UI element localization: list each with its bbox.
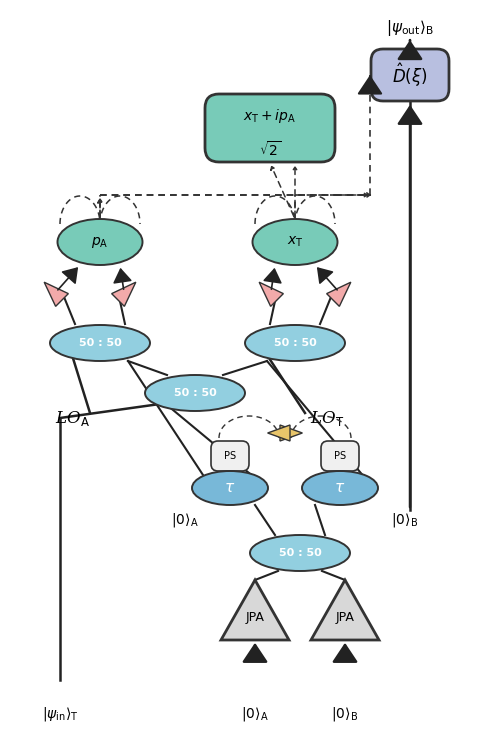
Text: $|0\rangle_{\rm A}$: $|0\rangle_{\rm A}$ bbox=[171, 511, 199, 529]
Polygon shape bbox=[112, 282, 136, 306]
Text: 50 : 50: 50 : 50 bbox=[278, 548, 322, 558]
Text: $\sqrt{2}$: $\sqrt{2}$ bbox=[259, 141, 281, 159]
Ellipse shape bbox=[250, 535, 350, 571]
FancyBboxPatch shape bbox=[211, 441, 249, 471]
Polygon shape bbox=[326, 282, 351, 306]
Text: $x_{\rm T}$: $x_{\rm T}$ bbox=[287, 235, 303, 249]
FancyBboxPatch shape bbox=[321, 441, 359, 471]
Polygon shape bbox=[280, 425, 302, 441]
Text: LO$_{\rm T}$: LO$_{\rm T}$ bbox=[310, 408, 344, 428]
Text: $|0\rangle_{\rm B}$: $|0\rangle_{\rm B}$ bbox=[332, 705, 359, 723]
Text: $|0\rangle_{\rm B}$: $|0\rangle_{\rm B}$ bbox=[392, 511, 419, 529]
FancyBboxPatch shape bbox=[371, 49, 449, 101]
Text: $\tau$: $\tau$ bbox=[335, 480, 346, 496]
Ellipse shape bbox=[192, 471, 268, 505]
Ellipse shape bbox=[145, 375, 245, 411]
Text: $|\psi_{\rm in}\rangle_{\rm T}$: $|\psi_{\rm in}\rangle_{\rm T}$ bbox=[42, 705, 78, 723]
Text: $|0\rangle_{\rm A}$: $|0\rangle_{\rm A}$ bbox=[241, 705, 269, 723]
Text: 50 : 50: 50 : 50 bbox=[79, 338, 121, 348]
Polygon shape bbox=[221, 580, 289, 640]
Ellipse shape bbox=[302, 471, 378, 505]
Ellipse shape bbox=[58, 219, 143, 265]
Ellipse shape bbox=[50, 325, 150, 361]
Ellipse shape bbox=[245, 325, 345, 361]
Text: LO$_{\rm A}$: LO$_{\rm A}$ bbox=[55, 408, 90, 428]
Polygon shape bbox=[44, 282, 68, 306]
Text: JPA: JPA bbox=[336, 611, 354, 625]
Text: $x_{\rm T} + ip_{\rm A}$: $x_{\rm T} + ip_{\rm A}$ bbox=[243, 107, 297, 125]
Text: 50 : 50: 50 : 50 bbox=[274, 338, 316, 348]
Ellipse shape bbox=[252, 219, 337, 265]
Polygon shape bbox=[311, 580, 379, 640]
Text: $\hat{D}(\xi)$: $\hat{D}(\xi)$ bbox=[392, 61, 428, 89]
FancyBboxPatch shape bbox=[205, 94, 335, 162]
Text: PS: PS bbox=[224, 451, 236, 461]
Text: $p_{\rm A}$: $p_{\rm A}$ bbox=[91, 235, 109, 249]
Text: $\tau$: $\tau$ bbox=[224, 480, 236, 496]
Text: JPA: JPA bbox=[246, 611, 264, 625]
Polygon shape bbox=[268, 425, 290, 441]
Text: $|\psi_{\rm out}\rangle_{\rm B}$: $|\psi_{\rm out}\rangle_{\rm B}$ bbox=[386, 18, 434, 38]
Text: 50 : 50: 50 : 50 bbox=[174, 388, 216, 398]
Polygon shape bbox=[259, 282, 283, 306]
Text: PS: PS bbox=[334, 451, 346, 461]
